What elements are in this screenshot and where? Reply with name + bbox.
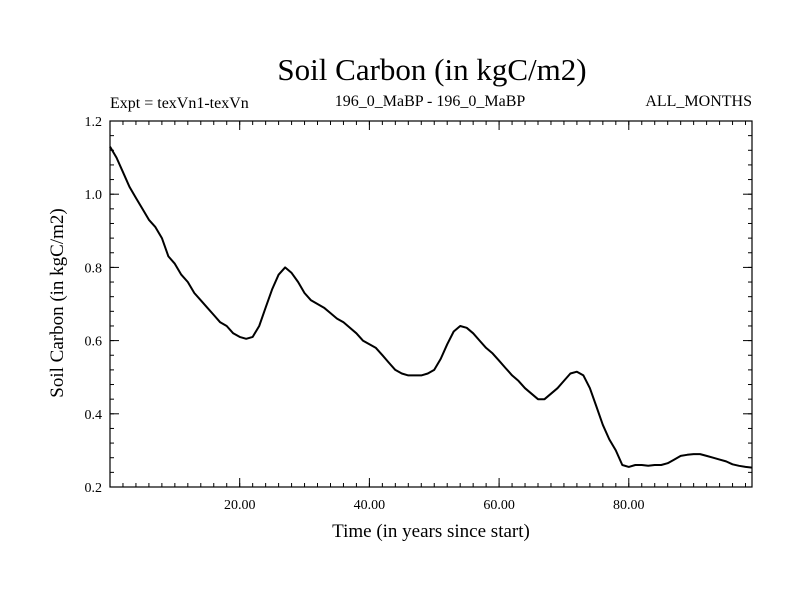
subtitle-left: Expt = texVn1-texVn: [110, 95, 249, 112]
y-tick-label: 1.0: [85, 188, 103, 203]
chart-title: Soil Carbon (in kgC/m2): [277, 52, 586, 87]
x-tick-label: 20.00: [224, 498, 256, 513]
subtitle-right: ALL_MONTHS: [645, 93, 752, 110]
x-tick-label: 40.00: [354, 498, 386, 513]
y-tick-label: 1.2: [85, 115, 103, 130]
x-tick-label: 60.00: [483, 498, 515, 513]
y-tick-label: 0.6: [85, 335, 103, 350]
subtitle-center: 196_0_MaBP - 196_0_MaBP: [335, 93, 526, 110]
y-axis-label: Soil Carbon (in kgC/m2): [47, 208, 68, 397]
y-tick-label: 0.4: [85, 408, 103, 423]
y-tick-label: 0.2: [85, 481, 103, 496]
series-line-soil-carbon: [109, 146, 753, 469]
x-axis-label: Time (in years since start): [332, 521, 530, 542]
plot-frame: [109, 120, 753, 488]
y-tick-label: 0.8: [85, 261, 103, 276]
x-tick-label: 80.00: [613, 498, 645, 513]
